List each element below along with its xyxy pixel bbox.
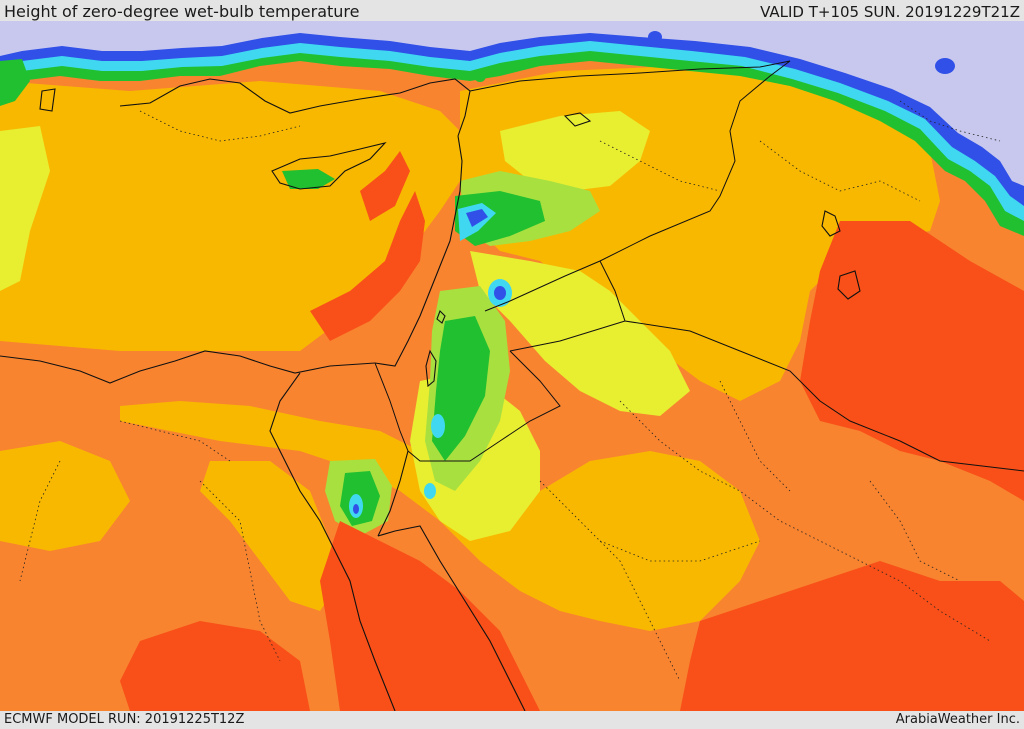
field-yellow-jordan	[470, 251, 690, 416]
field-cyan-aqaba	[424, 483, 436, 499]
field-gold-west	[0, 81, 470, 351]
field-green-cyprus	[282, 169, 335, 189]
field-green-west-edge	[0, 59, 30, 106]
credit-label: ArabiaWeather Inc.	[895, 712, 1020, 727]
field-green-turkey-band	[0, 21, 1024, 236]
valid-time-label: VALID T+105 SUN. 20191229T21Z	[760, 3, 1020, 21]
field-blue-speck-1	[648, 31, 662, 43]
field-red-south-saudi	[680, 561, 1024, 711]
field-cyan-westbank	[431, 414, 445, 438]
model-run-label: ECMWF MODEL RUN: 20191225T12Z	[4, 712, 245, 727]
field-cyan-turkey-band	[0, 21, 1024, 221]
field-gold-southwest	[0, 441, 130, 551]
field-green-speck-1	[474, 70, 486, 82]
field-yellow-syria	[500, 111, 650, 191]
map-area[interactable]	[0, 21, 1024, 711]
field-red-levantcoast	[310, 191, 425, 341]
field-red-egypt-south	[120, 621, 310, 711]
field-red-east-iraq	[800, 221, 1024, 501]
coastlines	[0, 78, 861, 711]
header-bar: Height of zero-degree wet-bulb temperatu…	[0, 0, 1024, 21]
field-green-westbank	[432, 316, 490, 461]
footer-bar: ECMWF MODEL RUN: 20191225T12Z ArabiaWeat…	[0, 711, 1024, 729]
wetbulb-map-canvas	[0, 21, 1024, 711]
field-lavender-turkey	[0, 21, 1024, 186]
field-blue-lebanon	[466, 209, 488, 227]
field-blue-hermon	[494, 286, 506, 300]
field-red-redsea	[320, 521, 540, 711]
field-yellow-westcoast	[0, 126, 50, 291]
field-blue-sinai	[353, 504, 359, 514]
admin-boundaries	[19, 100, 1001, 682]
field-red-med-streak	[360, 151, 410, 221]
field-blue-speck-2	[935, 58, 955, 74]
map-title: Height of zero-degree wet-bulb temperatu…	[4, 2, 360, 21]
borders	[374, 60, 1024, 472]
